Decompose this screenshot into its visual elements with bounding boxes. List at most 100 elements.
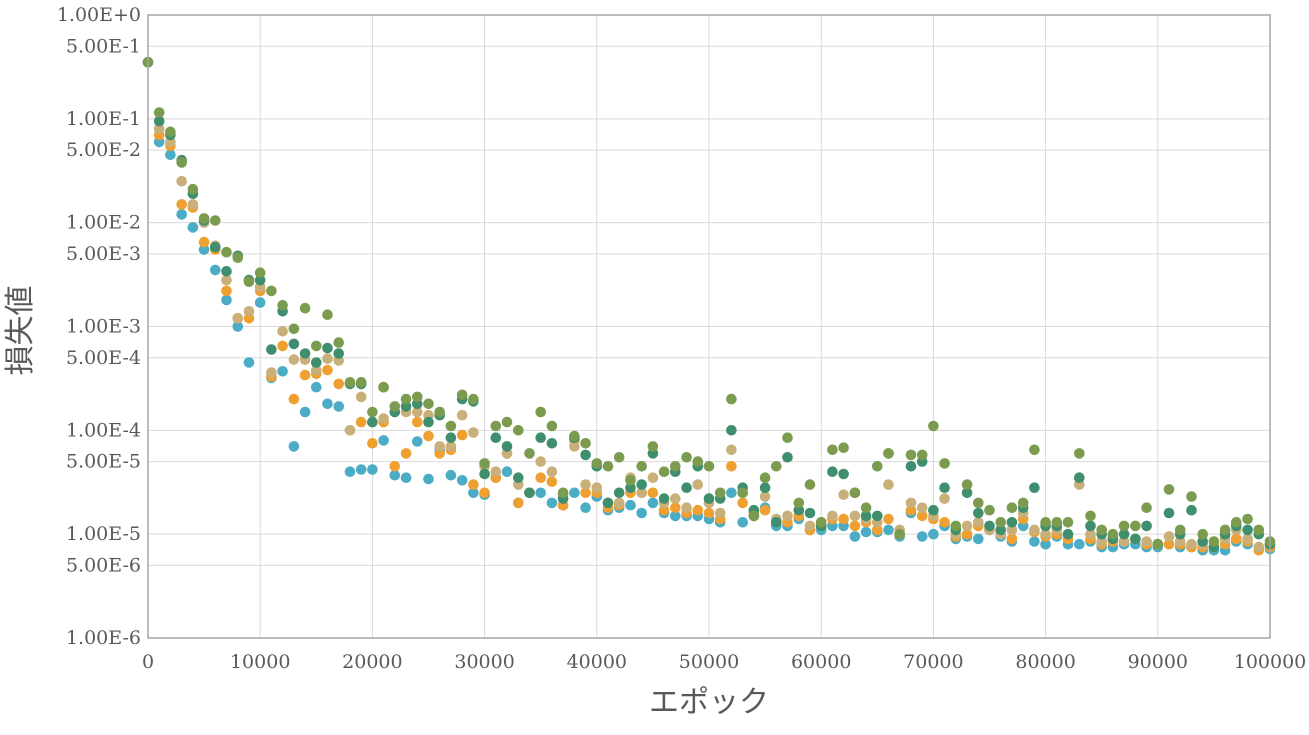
data-point xyxy=(355,416,367,428)
data-point xyxy=(1141,536,1152,547)
data-point xyxy=(400,448,412,459)
data-point xyxy=(692,456,704,467)
data-point xyxy=(973,497,984,509)
data-point xyxy=(243,357,255,368)
y-tick-label: 1.00E-4 xyxy=(66,419,141,441)
data-point xyxy=(658,493,670,504)
data-point xyxy=(1029,536,1040,547)
data-point xyxy=(703,507,715,519)
data-point xyxy=(759,482,771,494)
data-point xyxy=(355,377,367,388)
data-point xyxy=(513,472,524,484)
data-point xyxy=(625,475,636,486)
data-point xyxy=(1096,536,1107,547)
data-point xyxy=(1051,517,1063,528)
data-point xyxy=(636,461,647,472)
x-tick-label: 0 xyxy=(142,651,154,673)
y-tick-label: 5.00E-2 xyxy=(66,139,141,161)
data-point xyxy=(939,517,950,528)
data-point xyxy=(277,340,288,352)
data-point xyxy=(860,502,872,513)
data-point xyxy=(1074,538,1085,550)
data-point xyxy=(681,482,692,494)
data-point xyxy=(636,507,647,519)
data-point xyxy=(804,507,816,519)
data-point xyxy=(1152,538,1164,550)
data-point xyxy=(905,497,917,509)
data-point xyxy=(961,487,973,499)
data-point xyxy=(535,456,546,467)
data-point xyxy=(412,406,423,418)
data-point xyxy=(1006,517,1018,528)
data-point xyxy=(501,416,513,428)
data-point xyxy=(782,432,793,444)
data-point xyxy=(176,176,187,187)
data-point xyxy=(232,252,244,263)
data-point xyxy=(535,432,546,444)
data-point xyxy=(187,222,199,233)
data-point xyxy=(1208,536,1220,547)
data-point xyxy=(288,354,300,365)
data-point xyxy=(726,487,737,499)
data-point xyxy=(311,381,322,393)
data-point xyxy=(1253,524,1265,536)
data-point xyxy=(198,213,210,224)
data-point xyxy=(1085,520,1096,532)
data-point xyxy=(400,393,412,405)
data-point xyxy=(187,183,199,195)
data-point xyxy=(355,391,367,403)
y-tick-label: 1.00E-6 xyxy=(66,627,141,649)
y-axis-title: 損失値 xyxy=(3,286,38,376)
data-point xyxy=(1118,520,1130,532)
data-point xyxy=(389,401,401,412)
data-point xyxy=(692,504,704,516)
data-point xyxy=(1186,491,1197,502)
data-point xyxy=(636,479,647,490)
data-points xyxy=(142,57,1276,556)
data-point xyxy=(490,466,502,478)
data-point xyxy=(1074,448,1085,459)
data-point xyxy=(939,493,950,504)
data-point xyxy=(1006,502,1018,513)
data-point xyxy=(782,452,793,463)
data-point xyxy=(714,487,726,499)
data-point xyxy=(726,461,737,472)
data-point xyxy=(580,487,591,499)
data-point xyxy=(412,416,423,428)
x-tick-label: 50000 xyxy=(679,651,739,673)
y-tick-label: 1.00E-1 xyxy=(66,108,141,130)
data-point xyxy=(266,285,277,297)
data-point xyxy=(524,448,535,459)
data-point xyxy=(714,507,726,519)
data-point xyxy=(1118,528,1130,540)
data-point xyxy=(378,413,389,424)
data-point xyxy=(367,416,378,428)
data-point xyxy=(1107,528,1119,540)
data-point xyxy=(872,524,883,536)
data-point xyxy=(995,517,1006,528)
data-point xyxy=(849,520,861,532)
y-tick-label: 1.00E+0 xyxy=(57,4,141,26)
data-point xyxy=(344,377,356,388)
data-point xyxy=(288,323,300,335)
data-point xyxy=(1186,504,1197,516)
data-point xyxy=(1186,538,1197,550)
data-point xyxy=(670,493,681,504)
data-point xyxy=(883,524,894,536)
data-point xyxy=(221,285,232,297)
data-point xyxy=(311,340,322,352)
data-point xyxy=(176,209,187,220)
data-point xyxy=(670,510,681,522)
data-point xyxy=(995,524,1006,536)
data-point xyxy=(445,469,457,481)
data-point xyxy=(1163,538,1175,550)
data-point xyxy=(804,520,816,532)
data-point xyxy=(1141,520,1152,532)
data-point xyxy=(737,487,748,499)
data-point xyxy=(299,348,311,359)
data-point xyxy=(613,497,625,509)
data-point xyxy=(1130,520,1141,532)
data-point xyxy=(153,115,165,127)
data-point xyxy=(580,479,591,490)
